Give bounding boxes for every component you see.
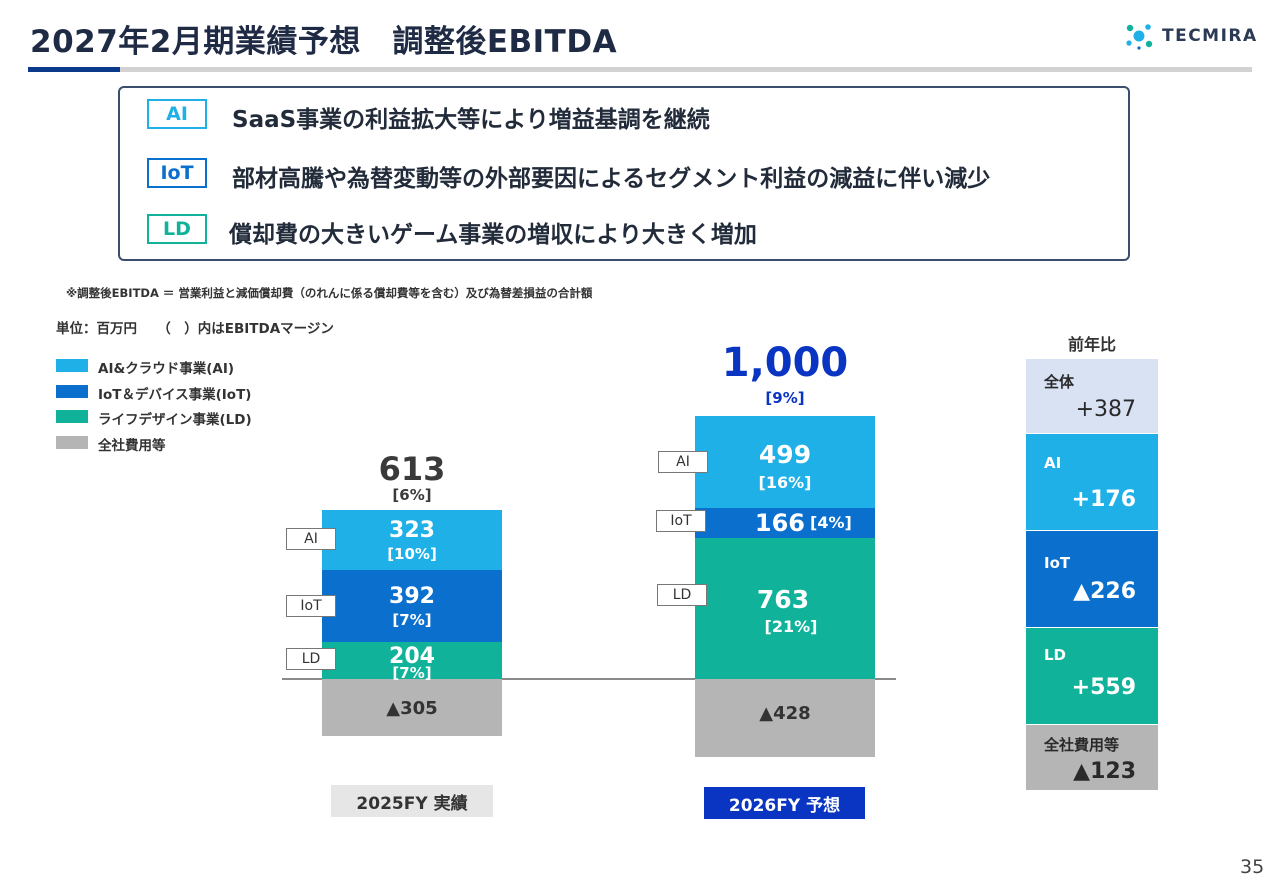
yoy-name-corporate: 全社費用等 — [1044, 736, 1120, 754]
yoy-row-corporate: 全社費用等 ▲123 — [1026, 725, 1158, 790]
margin-label-2026-ai: [16%] — [758, 473, 812, 492]
ebitda-definition-note: ※調整後EBITDA ＝ 営業利益と減価償却費（のれんに係る償却費等を含む）及び… — [66, 286, 593, 300]
total-2026: 1,000 — [721, 340, 849, 386]
yoy-value-ai: +176 — [1071, 487, 1136, 512]
logo-text: TECMIRA — [1162, 26, 1258, 46]
category-label-2025: 2025FY 実績 — [331, 785, 493, 817]
summary-text-ai: SaaS事業の利益拡大等により増益基調を継続 — [232, 107, 710, 133]
segment-tag-2026-iot: IoT — [656, 510, 706, 532]
value-label-2026-ai: 499 — [758, 440, 812, 469]
value-label-2026-corporate: ▲428 — [759, 703, 811, 724]
total-margin-2025: [6%] — [392, 486, 432, 504]
bar-2026-ld — [695, 538, 875, 679]
margin-label-2025-iot: [7%] — [392, 611, 432, 629]
bar-2026-ai — [695, 416, 875, 508]
total-2025: 613 — [378, 450, 446, 488]
legend-label-corporate: 全社費用等 — [98, 438, 166, 454]
unit-label: 単位：百万円 （ ）内はEBITDAマージン — [56, 321, 334, 337]
margin-label-2026-ld: [21%] — [764, 617, 818, 636]
legend-swatch-iot — [56, 385, 88, 398]
logo-mark-icon — [1126, 24, 1153, 50]
title-divider — [28, 67, 1252, 72]
summary-tag-ld: LD — [147, 214, 207, 244]
legend-swatch-corporate — [56, 436, 88, 449]
value-label-2026-iot: 166 — [754, 509, 805, 537]
margin-label-2026-iot: [4%] — [810, 513, 852, 532]
legend-swatch-ld — [56, 410, 88, 423]
value-label-2025-iot: 392 — [389, 584, 435, 609]
segment-tag-2026-ai: AI — [658, 451, 708, 473]
yoy-name-iot: IoT — [1044, 554, 1071, 572]
total-margin-2026: [9%] — [765, 389, 805, 407]
company-logo: TECMIRA — [1124, 22, 1258, 50]
segment-tag-2025-ai: AI — [286, 528, 336, 550]
legend-label-iot: IoT＆デバイス事業(IoT) — [98, 387, 252, 403]
chart-baseline — [282, 678, 896, 680]
page-number: 35 — [1240, 856, 1265, 878]
summary-text-iot: 部材高騰や為替変動等の外部要因によるセグメント利益の減益に伴い減少 — [232, 166, 991, 192]
segment-tag-2025-iot: IoT — [286, 595, 336, 617]
yoy-value-iot: ▲226 — [1073, 579, 1136, 604]
bar-2025-ai — [322, 510, 502, 570]
summary-box — [118, 86, 1130, 261]
value-label-2026-ld: 763 — [756, 585, 810, 614]
summary-text-ld: 償却費の大きいゲーム事業の増収により大きく増加 — [229, 222, 757, 248]
yoy-title: 前年比 — [1067, 335, 1116, 354]
margin-label-2025-ld: [7%] — [392, 664, 432, 682]
legend-label-ld: ライフデザイン事業(LD) — [98, 412, 252, 428]
summary-tag-iot: IoT — [147, 158, 207, 188]
bar-2025-corporate — [322, 679, 502, 736]
segment-tag-2025-ld: LD — [286, 648, 336, 670]
yoy-row-ld: LD +559 — [1026, 628, 1158, 724]
yoy-row-ai: AI +176 — [1026, 434, 1158, 530]
title-divider-accent — [28, 67, 120, 72]
bar-2026-iot — [695, 508, 875, 538]
value-label-2025-ld: 204 — [389, 644, 435, 669]
bar-2025-iot — [322, 570, 502, 642]
page-title: 2027年2月期業績予想 調整後EBITDA — [30, 24, 618, 60]
value-label-2025-corporate: ▲305 — [386, 698, 438, 719]
yoy-row-total: 全体 +387 — [1026, 359, 1158, 433]
yoy-name-ai: AI — [1044, 454, 1062, 472]
bar-2026-corporate — [695, 679, 875, 757]
value-label-2025-ai: 323 — [389, 518, 435, 543]
category-label-2026: 2026FY 予想 — [704, 787, 865, 819]
margin-label-2025-ai: [10%] — [387, 545, 437, 563]
summary-tag-ai: AI — [147, 99, 207, 129]
legend-swatch-ai — [56, 359, 88, 372]
yoy-value-ld: +559 — [1071, 675, 1136, 700]
yoy-name-ld: LD — [1044, 646, 1067, 664]
yoy-value-corporate: ▲123 — [1073, 759, 1136, 784]
yoy-name-total: 全体 — [1044, 373, 1075, 391]
legend-label-ai: AI&クラウド事業(AI) — [98, 361, 235, 377]
yoy-row-iot: IoT ▲226 — [1026, 531, 1158, 627]
bar-2025-ld — [322, 642, 502, 679]
yoy-value-total: +387 — [1075, 397, 1136, 422]
segment-tag-2026-ld: LD — [657, 584, 707, 606]
